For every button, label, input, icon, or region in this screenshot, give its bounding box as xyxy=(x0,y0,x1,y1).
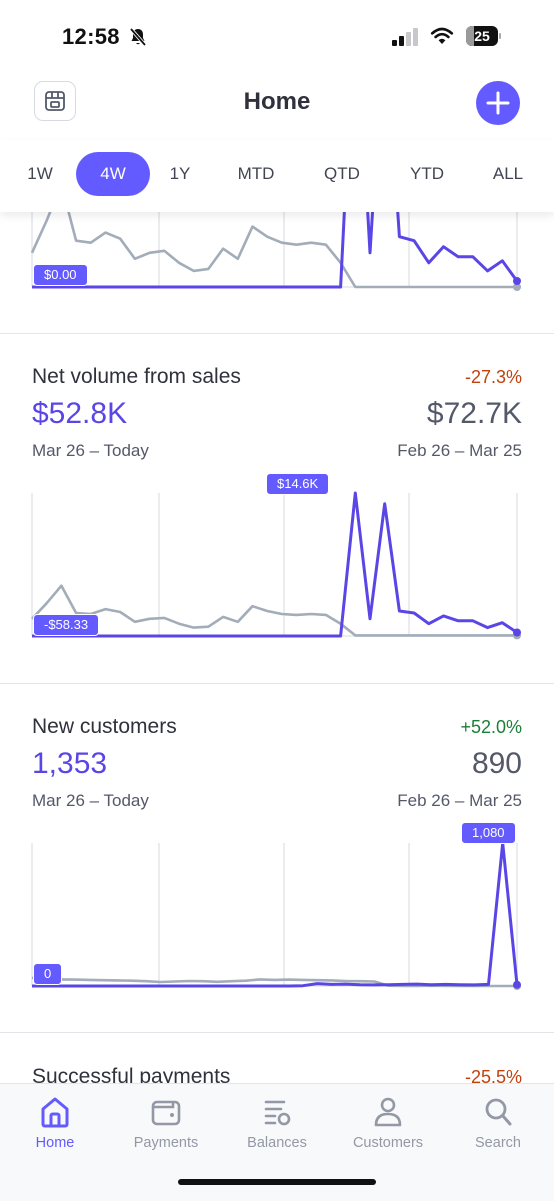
nav-home-label: Home xyxy=(35,1135,75,1151)
balances-icon xyxy=(264,1100,291,1126)
status-time: 12:58 xyxy=(62,24,120,49)
tab-ytd[interactable]: YTD xyxy=(410,164,444,183)
bell-off-icon xyxy=(129,27,147,47)
nav-balances-label: Balances xyxy=(247,1135,307,1151)
wallet-icon xyxy=(151,1100,181,1126)
card1-max-label: $14.6K xyxy=(266,473,330,495)
card2-chart xyxy=(31,841,521,990)
card1-current-range: Mar 26 – Today xyxy=(32,441,149,460)
previous-period-line-end-point xyxy=(513,283,521,291)
wifi-icon xyxy=(430,27,454,44)
card0-chart xyxy=(30,200,521,291)
home-indicator xyxy=(178,1179,376,1185)
nav-search-label: Search xyxy=(475,1135,521,1151)
header: Home xyxy=(0,70,554,140)
card0-min-label: $0.00 xyxy=(33,264,88,286)
card2-change: +52.0% xyxy=(460,717,522,737)
nav-search[interactable]: Search xyxy=(443,1094,553,1151)
current-period-line-end-point xyxy=(513,980,521,989)
nav-payments[interactable]: Payments xyxy=(111,1094,221,1151)
nav-customers-label: Customers xyxy=(352,1135,424,1151)
card3-title: Successful payments xyxy=(32,1065,231,1088)
home-icon xyxy=(41,1097,69,1128)
person-icon xyxy=(374,1097,402,1127)
card2-min-label: 0 xyxy=(33,963,63,985)
card1-change: -27.3% xyxy=(464,367,522,387)
period-tabs: 1W 4W 1Y MTD QTD YTD ALL xyxy=(0,140,554,212)
card1-chart xyxy=(31,491,521,640)
page-title: Home xyxy=(243,88,311,115)
nav-home[interactable]: Home xyxy=(0,1094,110,1151)
battery-icon: 25 xyxy=(466,26,501,46)
card2-current-range: Mar 26 – Today xyxy=(32,791,149,810)
card1-min-label: -$58.33 xyxy=(33,614,100,636)
card2-previous-range: Feb 26 – Mar 25 xyxy=(397,791,522,810)
current-period-line-end-point xyxy=(513,628,521,637)
tab-1w[interactable]: 1W xyxy=(27,164,53,183)
card1-title: Net volume from sales xyxy=(32,365,241,388)
current-period-line xyxy=(32,841,519,988)
tab-qtd[interactable]: QTD xyxy=(324,164,360,183)
card2-current-value: 1,353 xyxy=(32,747,108,780)
card-divider xyxy=(0,333,554,334)
card2-previous-value: 890 xyxy=(471,747,522,780)
current-period-line-end-point xyxy=(513,277,521,285)
card2-title: New customers xyxy=(32,715,177,738)
card-divider xyxy=(0,683,554,684)
tab-4w[interactable]: 4W xyxy=(76,152,150,196)
card1-previous-value: $72.7K xyxy=(426,397,522,430)
previous-period-line xyxy=(31,584,517,637)
card2-max-label: 1,080 xyxy=(461,822,516,844)
search-icon xyxy=(485,1098,512,1126)
cellular-signal-icon xyxy=(392,28,418,46)
previous-period-line xyxy=(30,200,517,289)
tab-all[interactable]: ALL xyxy=(492,164,524,183)
tab-mtd[interactable]: MTD xyxy=(237,164,275,183)
plus-icon xyxy=(486,91,510,115)
card-divider xyxy=(0,1032,554,1033)
card1-previous-range: Feb 26 – Mar 25 xyxy=(397,441,522,460)
current-period-line xyxy=(32,491,518,638)
store-icon xyxy=(45,91,65,111)
status-bar: 12:58 25 xyxy=(0,0,554,70)
card1-current-value: $52.8K xyxy=(32,397,128,430)
add-button[interactable] xyxy=(476,81,520,125)
nav-balances[interactable]: Balances xyxy=(222,1094,332,1151)
tab-1y[interactable]: 1Y xyxy=(169,164,191,183)
card3-change: -25.5% xyxy=(464,1067,522,1087)
current-period-line xyxy=(32,200,519,289)
nav-payments-label: Payments xyxy=(133,1135,199,1151)
store-button[interactable] xyxy=(34,81,76,121)
battery-level: 25 xyxy=(474,28,490,44)
nav-customers[interactable]: Customers xyxy=(333,1094,443,1151)
